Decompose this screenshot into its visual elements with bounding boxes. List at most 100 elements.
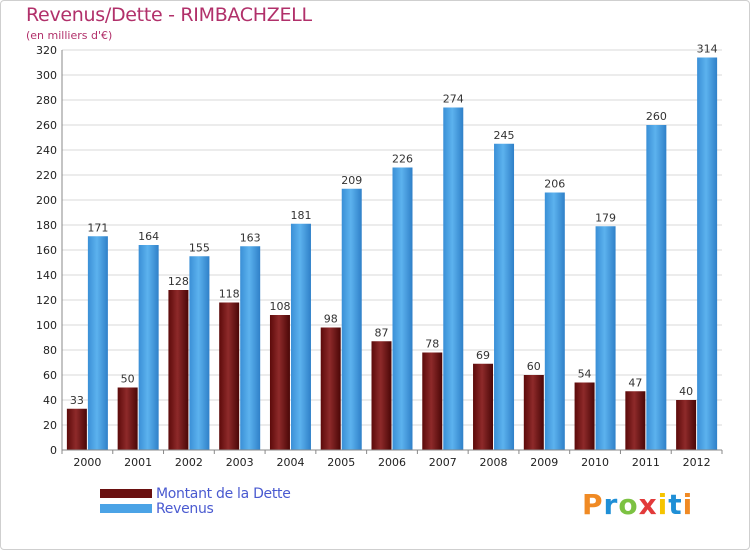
x-tick-label: 2008 xyxy=(480,456,508,469)
data-label: 40 xyxy=(679,385,693,398)
bar-debt xyxy=(574,382,595,450)
data-label: 50 xyxy=(121,373,135,386)
legend-label-revenus: Revenus xyxy=(156,500,214,517)
bar-revenus xyxy=(189,256,210,450)
x-tick-label: 2007 xyxy=(429,456,457,469)
bar-revenus xyxy=(290,223,311,450)
x-tick-label: 2002 xyxy=(175,456,203,469)
data-label: 128 xyxy=(168,275,189,288)
x-tick-label: 2004 xyxy=(276,456,304,469)
data-label: 60 xyxy=(527,360,541,373)
data-label: 260 xyxy=(646,110,667,123)
y-tick-label: 40 xyxy=(43,394,57,407)
data-label: 245 xyxy=(494,129,515,142)
data-label: 118 xyxy=(219,288,240,301)
y-tick-label: 20 xyxy=(43,419,57,432)
bar-revenus xyxy=(494,143,515,450)
x-tick-label: 2003 xyxy=(226,456,254,469)
bar-revenus xyxy=(138,245,159,450)
legend-swatch-debt xyxy=(100,489,152,498)
bar-revenus xyxy=(392,167,413,450)
logo-letter: P xyxy=(582,488,604,521)
y-tick-label: 120 xyxy=(36,294,57,307)
chart-subtitle: (en milliers d'€) xyxy=(26,29,113,42)
proxiti-logo: Proxiti xyxy=(582,488,693,521)
y-tick-label: 80 xyxy=(43,344,57,357)
data-label: 47 xyxy=(628,376,642,389)
data-label: 226 xyxy=(392,153,413,166)
bar-revenus xyxy=(341,188,362,450)
legend-swatch-revenus xyxy=(100,504,152,513)
bar-debt xyxy=(168,290,189,450)
bar-debt xyxy=(269,315,290,450)
y-tick-label: 280 xyxy=(36,94,57,107)
data-label: 98 xyxy=(324,313,338,326)
data-label: 155 xyxy=(189,241,210,254)
bar-debt xyxy=(320,327,341,450)
x-tick-label: 2011 xyxy=(632,456,660,469)
logo-letter: o xyxy=(618,488,639,521)
x-tick-label: 2001 xyxy=(124,456,152,469)
data-label: 209 xyxy=(341,174,362,187)
y-tick-label: 160 xyxy=(36,244,57,257)
logo-letter: i xyxy=(682,488,694,521)
y-tick-label: 300 xyxy=(36,69,57,82)
y-tick-label: 180 xyxy=(36,219,57,232)
legend: Montant de la Dette Revenus xyxy=(100,485,291,517)
x-tick-label: 2005 xyxy=(327,456,355,469)
bar-revenus xyxy=(443,107,464,450)
bar-revenus xyxy=(697,57,718,450)
data-label: 206 xyxy=(544,178,565,191)
data-label: 108 xyxy=(269,300,290,313)
bar-debt xyxy=(66,408,87,450)
logo-letter: r xyxy=(603,488,619,521)
data-label: 181 xyxy=(290,209,311,222)
legend-item-revenus: Revenus xyxy=(100,500,291,517)
data-label: 33 xyxy=(70,394,84,407)
bar-revenus xyxy=(646,125,667,450)
data-label: 179 xyxy=(595,211,616,224)
data-label: 78 xyxy=(425,338,439,351)
y-tick-label: 220 xyxy=(36,169,57,182)
logo-letter: t xyxy=(668,488,683,521)
data-label: 314 xyxy=(697,43,718,56)
y-tick-label: 140 xyxy=(36,269,57,282)
logo-letter: i xyxy=(657,488,669,521)
data-label: 54 xyxy=(578,368,592,381)
legend-label-debt: Montant de la Dette xyxy=(156,485,291,502)
data-label: 69 xyxy=(476,349,490,362)
y-tick-label: 60 xyxy=(43,369,57,382)
data-label: 171 xyxy=(87,221,108,234)
x-tick-label: 2009 xyxy=(530,456,558,469)
y-tick-label: 100 xyxy=(36,319,57,332)
bar-debt xyxy=(676,400,697,450)
data-label: 163 xyxy=(240,231,261,244)
data-label: 87 xyxy=(375,326,389,339)
y-tick-label: 200 xyxy=(36,194,57,207)
x-tick-label: 2000 xyxy=(73,456,101,469)
data-label: 274 xyxy=(443,93,464,106)
bar-debt xyxy=(117,387,138,450)
y-tick-label: 260 xyxy=(36,119,57,132)
x-tick-label: 2010 xyxy=(581,456,609,469)
bar-debt xyxy=(371,341,392,450)
logo-letter: x xyxy=(638,488,658,521)
bar-debt xyxy=(473,363,494,450)
bar-revenus xyxy=(240,246,261,450)
x-tick-label: 2012 xyxy=(683,456,711,469)
y-tick-label: 0 xyxy=(50,444,57,457)
legend-item-debt: Montant de la Dette xyxy=(100,485,291,502)
y-tick-label: 320 xyxy=(36,44,57,57)
bar-revenus xyxy=(87,236,108,450)
bar-revenus xyxy=(544,192,565,450)
y-tick-label: 240 xyxy=(36,144,57,157)
bar-debt xyxy=(219,302,240,450)
bar-debt xyxy=(422,352,443,450)
bar-debt xyxy=(625,391,646,450)
chart-title: Revenus/Dette - RIMBACHZELL xyxy=(26,4,312,26)
x-tick-label: 2006 xyxy=(378,456,406,469)
data-label: 164 xyxy=(138,230,159,243)
bar-debt xyxy=(523,375,544,450)
bar-revenus xyxy=(595,226,616,450)
